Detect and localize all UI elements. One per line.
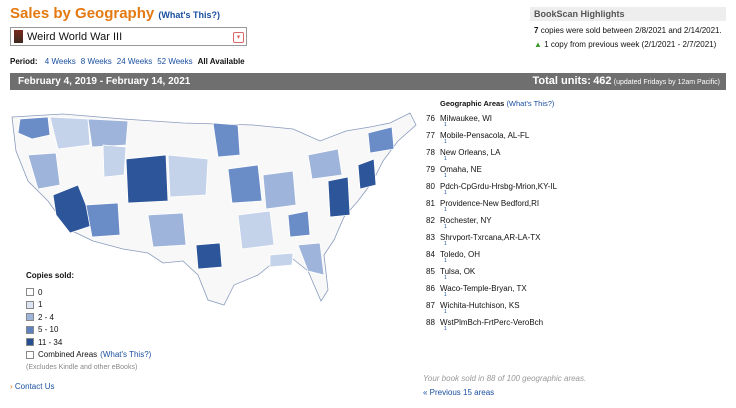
area-rank: 78 — [426, 148, 435, 157]
area-name: Toledo, OH — [440, 250, 481, 259]
area-name: Waco-Temple-Bryan, TX — [440, 284, 527, 293]
coverage-note: Your book sold in 88 of 100 geographic a… — [423, 374, 587, 383]
area-units: 1 — [444, 139, 447, 145]
map-regions — [17, 116, 395, 276]
legend-item: 2 - 4 — [26, 312, 151, 325]
legend-item: 0 — [26, 287, 151, 300]
legend-title: Copies sold: — [26, 271, 75, 280]
legend-swatch — [26, 300, 34, 309]
area-rank: 84 — [426, 250, 435, 259]
area-rank: 81 — [426, 199, 435, 208]
legend-item: 1 — [26, 299, 151, 312]
period-option[interactable]: 4 Weeks — [44, 57, 76, 66]
legend-label: 0 — [38, 287, 43, 297]
area-name: Providence-New Bedford,RI — [440, 199, 540, 208]
dropdown-icon[interactable]: ▾ — [233, 32, 244, 43]
total-label: Total units: — [532, 75, 591, 87]
area-name: Omaha, NE — [440, 165, 482, 174]
area-name: Wichita-Hutchison, KS — [440, 301, 520, 310]
legend: Copies sold: 0 1 2 - 4 5 - 10 11 - 34 Combine… — [26, 270, 151, 374]
book-select[interactable]: Weird World War III ▾ — [10, 27, 247, 46]
area-units: 1 — [444, 190, 447, 196]
period-option[interactable]: 24 Weeks — [116, 57, 153, 66]
area-units: 1 — [444, 292, 447, 298]
area-name: Tulsa, OK — [440, 267, 476, 276]
area-rank: 88 — [426, 318, 435, 327]
legend-label: Combined Areas — [38, 350, 98, 359]
update-note: (updated Fridays by 12am Pacific) — [613, 79, 720, 86]
areas-title: Geographic Areas — [440, 99, 505, 108]
us-map — [11, 112, 417, 306]
up-arrow: ▲ — [534, 40, 542, 49]
area-name: Shrvport-Txrcana,AR-LA-TX — [440, 233, 541, 242]
area-name: New Orleans, LA — [440, 148, 501, 157]
period-option: All Available — [197, 57, 245, 66]
area-rank: 83 — [426, 233, 435, 242]
areas-header: Geographic Areas (What's This?) — [440, 99, 554, 108]
legend-label: 5 - 10 — [38, 325, 59, 334]
area-rank: 80 — [426, 182, 435, 191]
legend-item: Combined Areas (What's This?) — [26, 349, 151, 362]
change-text: copy from previous week (2/1/2021 - 2/7/… — [550, 40, 717, 49]
highlights-title: BookScan Highlights — [530, 7, 726, 21]
area-rank: 85 — [426, 267, 435, 276]
legend-swatch — [26, 338, 34, 347]
area-units: 1 — [444, 275, 447, 281]
area-units: 1 — [444, 207, 447, 213]
book-title: Weird World War III — [27, 31, 123, 43]
legend-item: 11 - 34 — [26, 337, 151, 350]
area-units: 1 — [444, 326, 447, 332]
area-rank: 82 — [426, 216, 435, 225]
weekly-text: copies were sold between 2/8/2021 and 2/… — [540, 26, 722, 35]
legend-item: 5 - 10 — [26, 324, 151, 337]
legend-swatch — [26, 313, 34, 322]
title-text: Sales by Geography — [10, 5, 155, 22]
legend-swatch — [26, 288, 34, 297]
area-rank: 76 — [426, 114, 435, 123]
book-cover — [14, 30, 23, 43]
legend-label: 11 - 34 — [38, 337, 63, 347]
legend-note: (Excludes Kindle and other eBooks) — [26, 363, 138, 371]
area-units: 1 — [444, 241, 447, 247]
area-name: Mobile-Pensacola, AL-FL — [440, 131, 530, 140]
whats-this-link[interactable]: (What's This?) — [158, 10, 221, 20]
area-rank: 79 — [426, 165, 435, 174]
weekly-copies: 7 — [534, 26, 539, 35]
weekly-change: 1 — [544, 40, 549, 49]
area-units: 1 — [444, 122, 447, 128]
total-units: 462 — [593, 75, 612, 87]
page-title: Sales by Geography (What's This?) — [10, 5, 220, 22]
area-name: Milwaukee, WI — [440, 114, 493, 123]
previous-link[interactable]: « Previous 15 areas — [423, 388, 495, 397]
whats-this-link[interactable]: (What's This?) — [506, 99, 555, 108]
period-option[interactable]: 8 Weeks — [80, 57, 112, 66]
legend-label: 1 — [38, 300, 43, 309]
area-units: 1 — [444, 224, 447, 230]
areas-list: 76 Milwaukee, WI 1 77 Mobile-Pensacola, AL-F… — [426, 114, 626, 334]
legend-swatch — [26, 325, 34, 334]
contact-link[interactable]: Contact Us — [14, 382, 55, 391]
area-name: Pdch-CpGrdu-Hrsbg-Mrion,KY-IL — [440, 182, 558, 191]
area-units: 1 — [444, 156, 447, 162]
area-units: 1 — [444, 258, 447, 264]
area-rank: 86 — [426, 284, 435, 293]
area-name: Rochester, NY — [440, 216, 492, 225]
contact: › Contact Us — [10, 382, 55, 391]
area-units: 1 — [444, 173, 447, 179]
area-rank: 87 — [426, 301, 435, 310]
area-rank: 77 — [426, 131, 435, 140]
period-option[interactable]: 52 Weeks — [157, 57, 193, 66]
date-range: February 4, 2019 - February 14, 2021 — [18, 76, 191, 87]
summary-bar: February 4, 2019 - February 14, 2021 Tot… — [10, 73, 726, 90]
whats-this-link[interactable]: (What's This?) — [100, 350, 152, 359]
period-label: Period: — [10, 57, 38, 66]
legend-swatch — [26, 350, 34, 359]
highlights-box: BookScan Highlights 7 copies were sold b… — [530, 7, 726, 49]
area-units: 1 — [444, 309, 447, 315]
area-name: WstPlmBch-FrtPerc-VeroBch — [440, 318, 544, 327]
period-selector: Period: 4 Weeks 8 Weeks 24 Weeks 52 Weeks Al… — [10, 57, 245, 66]
legend-label: 2 - 4 — [38, 312, 55, 322]
